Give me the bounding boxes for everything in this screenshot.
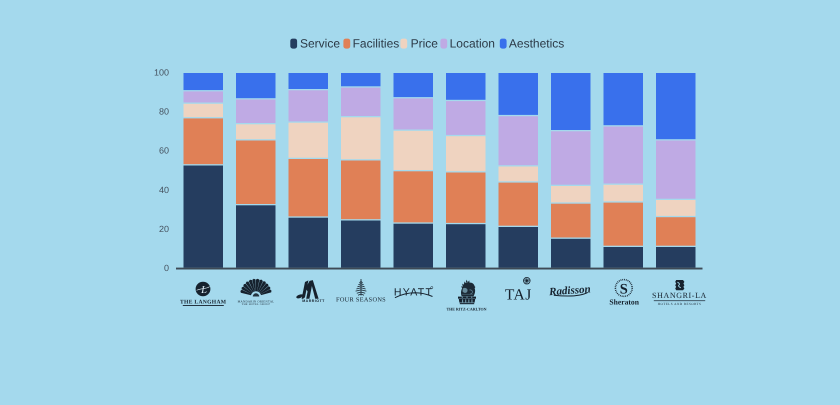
svg-text:THE RITZ-CARLTON: THE RITZ-CARLTON — [446, 307, 486, 312]
svg-text:Service: Service — [300, 37, 340, 51]
svg-text:0: 0 — [164, 263, 169, 273]
svg-text:SHANGRI-LA: SHANGRI-LA — [652, 291, 707, 300]
svg-text:L: L — [200, 285, 207, 296]
svg-text:TAJ: TAJ — [505, 286, 532, 303]
svg-text:S: S — [620, 281, 628, 297]
svg-text:20: 20 — [159, 224, 169, 234]
svg-text:Price: Price — [411, 37, 439, 51]
svg-text:40: 40 — [159, 185, 169, 195]
svg-text:Sheraton: Sheraton — [609, 297, 639, 306]
svg-text:80: 80 — [159, 107, 169, 117]
svg-text:THE LANGHAM: THE LANGHAM — [180, 299, 227, 305]
svg-text:Aesthetics: Aesthetics — [509, 37, 564, 51]
svg-text:FOUR SEASONS: FOUR SEASONS — [336, 297, 386, 304]
svg-text:MARRIOTT: MARRIOTT — [302, 299, 325, 303]
svg-text:THE HOTEL GROUP: THE HOTEL GROUP — [242, 303, 271, 306]
svg-text:HOTELS AND RESORTS: HOTELS AND RESORTS — [658, 302, 702, 306]
svg-text:60: 60 — [159, 146, 169, 156]
svg-text:100: 100 — [154, 68, 169, 78]
svg-text:Location: Location — [450, 37, 495, 51]
svg-text:Facilities: Facilities — [353, 37, 400, 51]
svg-text:MANDARIN ORIENTAL: MANDARIN ORIENTAL — [238, 300, 275, 304]
